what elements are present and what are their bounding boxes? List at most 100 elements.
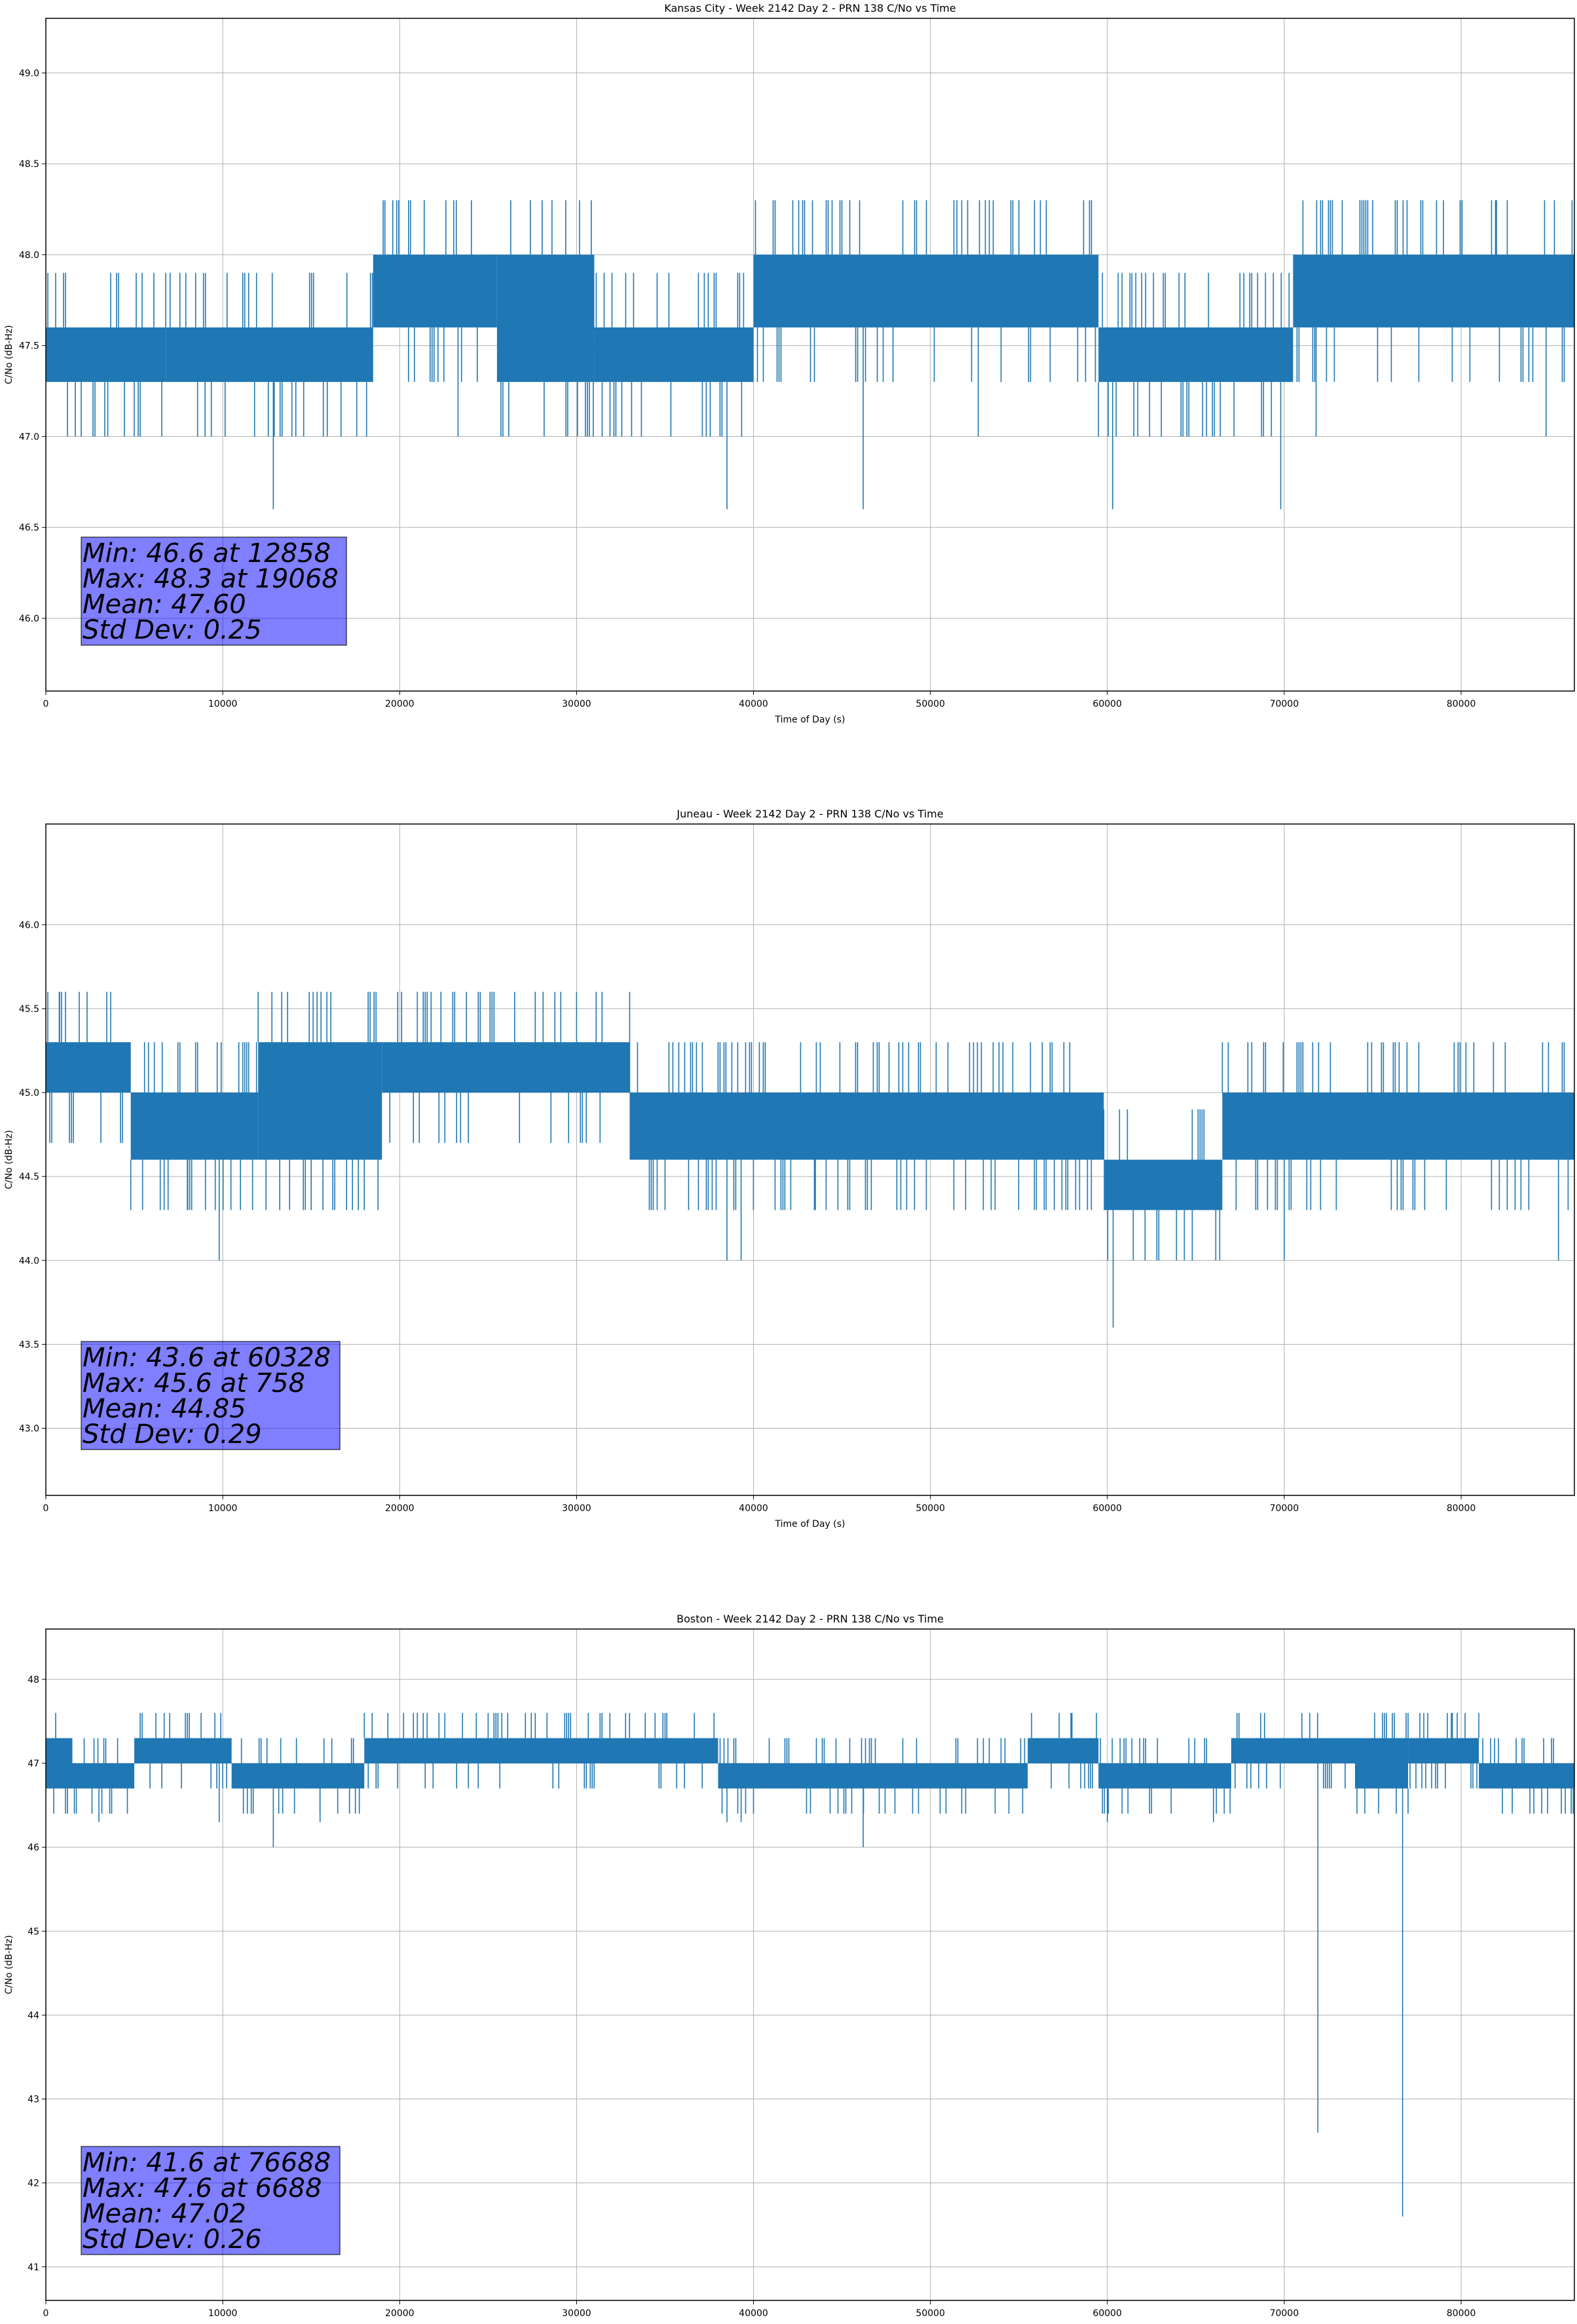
- y-tick-label: 41: [28, 2262, 39, 2273]
- stats-line: Mean: 47.60: [83, 590, 246, 620]
- data-band: [1028, 1738, 1099, 1763]
- x-tick-label: 30000: [562, 2308, 591, 2319]
- y-tick-label: 45: [28, 1926, 39, 1937]
- data-band: [258, 1042, 382, 1160]
- plot-frame: [45, 18, 1575, 692]
- y-tick-label: 45.0: [19, 1088, 39, 1098]
- x-tick-label: 70000: [1270, 1503, 1299, 1514]
- data-band: [1098, 327, 1293, 383]
- y-tick-label: 43.0: [19, 1424, 39, 1434]
- y-tick-label: 49.0: [19, 68, 39, 79]
- chart-title: Kansas City - Week 2142 Day 2 - PRN 138 …: [664, 2, 955, 14]
- data-band: [364, 1738, 718, 1763]
- stats-box: [81, 536, 347, 646]
- data-band: [373, 254, 497, 328]
- x-tick-label: 30000: [562, 1503, 591, 1514]
- stats-line: Max: 48.3 at 19068: [83, 564, 339, 594]
- data-series: [46, 992, 1574, 1328]
- stats-line: Max: 45.6 at 758: [83, 1368, 305, 1398]
- chart-title: Boston - Week 2142 Day 2 - PRN 138 C/No …: [677, 1613, 944, 1625]
- x-tick-label: 80000: [1447, 699, 1476, 709]
- data-band: [1098, 1763, 1231, 1789]
- chart-panel-3: 0 10000 20000 30000 40000 50000 60000 70000 8000…: [4, 1613, 1575, 2319]
- x-tick-label: 80000: [1447, 1503, 1476, 1514]
- x-tick-label: 0: [43, 1503, 49, 1514]
- data-band: [1479, 1763, 1574, 1789]
- x-axis-label: Time of Day (s): [775, 715, 845, 725]
- x-tick-label: 60000: [1093, 1503, 1122, 1514]
- data-band: [1293, 254, 1574, 328]
- data-band: [1104, 1159, 1223, 1210]
- y-tick-label: 46.0: [19, 614, 39, 624]
- data-band: [753, 254, 1099, 328]
- x-tick-label: 40000: [739, 2308, 768, 2319]
- chart-panel-1: 0 10000 20000 30000 40000 50000 60000 70000 8000…: [4, 2, 1575, 725]
- stats-line: Mean: 44.85: [83, 1394, 246, 1424]
- y-axis-label: C/No (dB-Hz): [4, 1935, 14, 1994]
- data-band: [46, 1738, 73, 1789]
- x-tick-label: 50000: [916, 1503, 945, 1514]
- data-band: [166, 327, 373, 383]
- x-tick-label: 50000: [916, 699, 945, 709]
- y-tick-label: 43.5: [19, 1340, 39, 1350]
- x-tick-label: 70000: [1270, 2308, 1299, 2319]
- x-tick-label: 40000: [739, 1503, 768, 1514]
- x-tick-label: 0: [43, 699, 49, 709]
- y-axis-label: C/No (dB-Hz): [4, 325, 14, 384]
- y-tick-label: 46.5: [19, 523, 39, 533]
- data-band: [130, 1093, 259, 1160]
- x-tick-label: 10000: [208, 699, 238, 709]
- y-tick-label: 48: [28, 1675, 39, 1685]
- data-band: [1231, 1738, 1356, 1763]
- y-tick-label: 47.0: [19, 432, 39, 442]
- data-band: [72, 1763, 135, 1789]
- y-tick-label: 45.5: [19, 1004, 39, 1015]
- x-tick-label: 50000: [916, 2308, 945, 2319]
- data-band: [134, 1738, 232, 1763]
- data-band: [46, 1042, 131, 1093]
- x-axis-label: Time of Day (s): [775, 1519, 845, 1529]
- y-axis-label: C/No (dB-Hz): [4, 1130, 14, 1189]
- x-tick-label: 10000: [208, 1503, 238, 1514]
- stats-line: Min: 41.6 at 76688: [83, 2148, 331, 2178]
- y-tick-label: 44: [28, 2010, 39, 2021]
- data-band: [1355, 1738, 1409, 1789]
- plot-frame: [45, 1628, 1575, 2301]
- y-tick-label: 48.5: [19, 159, 39, 170]
- data-band: [382, 1042, 630, 1093]
- y-tick-label: 47: [28, 1759, 39, 1769]
- chart-title: Juneau - Week 2142 Day 2 - PRN 138 C/No …: [676, 808, 943, 820]
- data-band: [231, 1763, 365, 1789]
- x-tick-label: 20000: [385, 1503, 415, 1514]
- stats-line: Std Dev: 0.26: [83, 2224, 262, 2255]
- x-tick-label: 30000: [562, 699, 591, 709]
- x-tick-label: 20000: [385, 2308, 415, 2319]
- y-tick-label: 46: [28, 1843, 39, 1853]
- x-tick-label: 80000: [1447, 2308, 1476, 2319]
- x-tick-label: 60000: [1093, 699, 1122, 709]
- y-tick-label: 42: [28, 2179, 39, 2189]
- data-band: [46, 327, 166, 383]
- stats-line: Min: 46.6 at 12858: [83, 538, 331, 569]
- x-tick-label: 60000: [1093, 2308, 1122, 2319]
- data-series: [46, 200, 1574, 510]
- data-band: [1408, 1738, 1479, 1763]
- stats-line: Mean: 47.02: [83, 2199, 246, 2229]
- plot-frame: [45, 823, 1575, 1496]
- stats-box: [81, 2146, 341, 2255]
- x-tick-label: 70000: [1270, 699, 1299, 709]
- y-tick-label: 48.0: [19, 250, 39, 261]
- x-tick-label: 0: [43, 2308, 49, 2319]
- data-band: [718, 1763, 1028, 1789]
- data-band: [594, 327, 754, 383]
- y-tick-label: 46.0: [19, 920, 39, 931]
- data-series: [46, 1713, 1574, 2217]
- chart-panel-2: 0 10000 20000 30000 40000 50000 60000 70000 8000…: [4, 808, 1575, 1529]
- stats-line: Std Dev: 0.25: [83, 615, 262, 645]
- stats-line: Std Dev: 0.29: [83, 1419, 262, 1450]
- x-tick-label: 10000: [208, 2308, 238, 2319]
- y-tick-label: 44.5: [19, 1172, 39, 1182]
- stats-line: Max: 47.6 at 6688: [83, 2173, 322, 2203]
- data-band: [629, 1093, 1104, 1160]
